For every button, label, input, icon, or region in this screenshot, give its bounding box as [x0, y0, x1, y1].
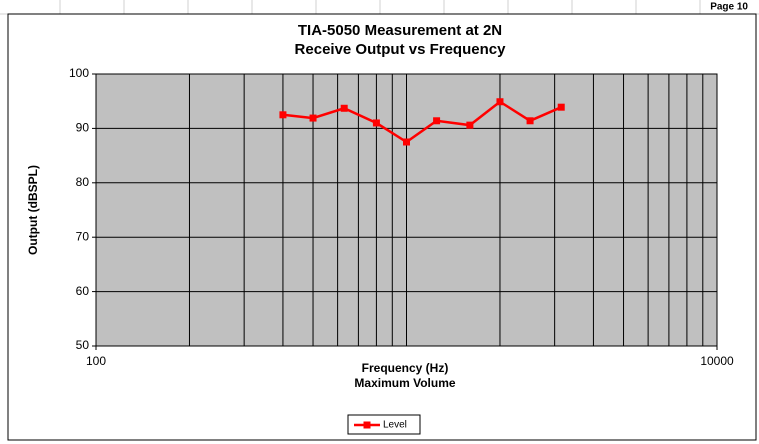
page-label: Page 10 — [710, 2, 748, 13]
point-marker — [279, 111, 287, 119]
x-axis-label: Frequency (Hz) — [362, 361, 449, 375]
chart-subtitle: Receive Output vs Frequency — [295, 41, 507, 58]
y-tick-label: 70 — [76, 229, 90, 243]
point-marker — [309, 114, 317, 122]
y-tick-label: 60 — [76, 284, 90, 298]
series-line — [282, 100, 562, 144]
y-axis-label: Output (dBSPL) — [26, 165, 40, 255]
y-tick-label: 50 — [76, 338, 90, 352]
y-tick-label: 80 — [76, 175, 90, 189]
point-marker — [340, 104, 348, 112]
point-marker — [557, 103, 565, 111]
legend-marker — [363, 421, 371, 429]
x-tick-label: 10000 — [700, 354, 734, 368]
legend-box — [347, 414, 421, 435]
point-marker — [433, 117, 441, 125]
chart-title: TIA-5050 Measurement at 2N — [298, 22, 502, 39]
plot-border — [95, 73, 718, 347]
y-tick-label: 100 — [69, 66, 89, 80]
point-marker — [496, 98, 504, 106]
x-axis-sublabel: Maximum Volume — [354, 376, 455, 390]
point-marker — [403, 138, 410, 146]
y-tick-label: 90 — [76, 121, 90, 135]
x-tick-label: 100 — [86, 354, 106, 368]
legend-label: Level — [383, 420, 407, 431]
point-marker — [526, 117, 534, 125]
point-marker — [466, 121, 474, 129]
sheet-grid — [0, 0, 759, 15]
point-marker — [372, 119, 380, 127]
